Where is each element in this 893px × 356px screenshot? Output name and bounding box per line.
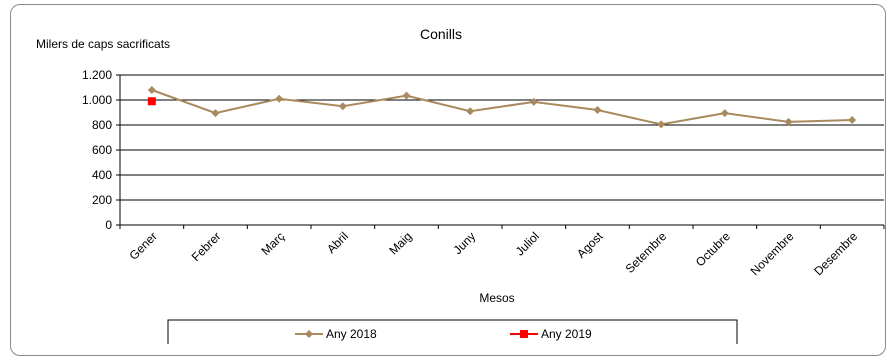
gridlines — [120, 74, 884, 201]
legend-item: Any 2019 — [510, 327, 592, 341]
data-point — [275, 94, 284, 103]
data-point — [466, 107, 475, 116]
y-axis-label: Milers de caps sacrificats — [36, 37, 170, 51]
data-point — [147, 97, 156, 106]
x-tick-label: Desembre — [811, 229, 860, 278]
legend-label: Any 2019 — [541, 327, 592, 341]
x-tick-label: Febrer — [189, 229, 224, 264]
legend-marker — [305, 330, 313, 338]
y-tick-label: 1.000 — [82, 93, 112, 107]
chart-frame — [10, 4, 886, 356]
legend-box — [167, 319, 738, 344]
line-chart: Conills Milers de caps sacrificats Mesos… — [36, 26, 885, 344]
x-tick-labels: Gener Febrer Març Abril Maig Juny Juliol Agost S… — [126, 229, 860, 279]
legend-item: Any 2018 — [295, 327, 377, 341]
chart-title: Conills — [420, 26, 462, 42]
x-tick-label: Octubre — [693, 229, 733, 269]
x-tick-label: Novembre — [748, 229, 797, 278]
data-point — [529, 97, 538, 106]
data-point — [147, 86, 156, 94]
data-point — [720, 109, 729, 118]
data-point — [338, 102, 347, 111]
data-point — [848, 116, 857, 124]
x-axis-label: Mesos — [479, 291, 514, 305]
series-line — [151, 89, 853, 126]
legend-marker — [520, 330, 528, 338]
x-tick-label: Març — [259, 229, 288, 258]
data-point — [402, 91, 411, 100]
y-tick-label: 800 — [92, 118, 112, 132]
x-tick-label: Gener — [126, 229, 159, 262]
legend-label: Any 2018 — [326, 327, 377, 341]
data-point — [593, 106, 602, 114]
x-tick-label: Juliol — [513, 229, 542, 258]
data-point — [657, 120, 666, 129]
series — [147, 86, 857, 129]
y-tick-label: 200 — [92, 193, 112, 207]
x-tick-label: Juny — [450, 229, 478, 257]
y-tick-labels: 0 200 400 600 800 1.000 1.200 — [82, 68, 112, 232]
axes — [116, 74, 885, 229]
x-tick-label: Setembre — [623, 229, 670, 276]
legend: Any 2018 Any 2019 — [167, 319, 738, 344]
data-point — [784, 117, 793, 126]
y-tick-label: 0 — [105, 218, 112, 232]
y-tick-label: 400 — [92, 168, 112, 182]
series-2 — [147, 97, 156, 106]
data-point — [211, 109, 220, 118]
y-tick-label: 600 — [92, 143, 112, 157]
x-tick-label: Abril — [324, 229, 351, 256]
y-tick-label: 1.200 — [82, 68, 112, 82]
x-tick-label: Maig — [386, 229, 414, 257]
series-1 — [147, 86, 857, 129]
x-tick-label: Agost — [574, 229, 606, 261]
